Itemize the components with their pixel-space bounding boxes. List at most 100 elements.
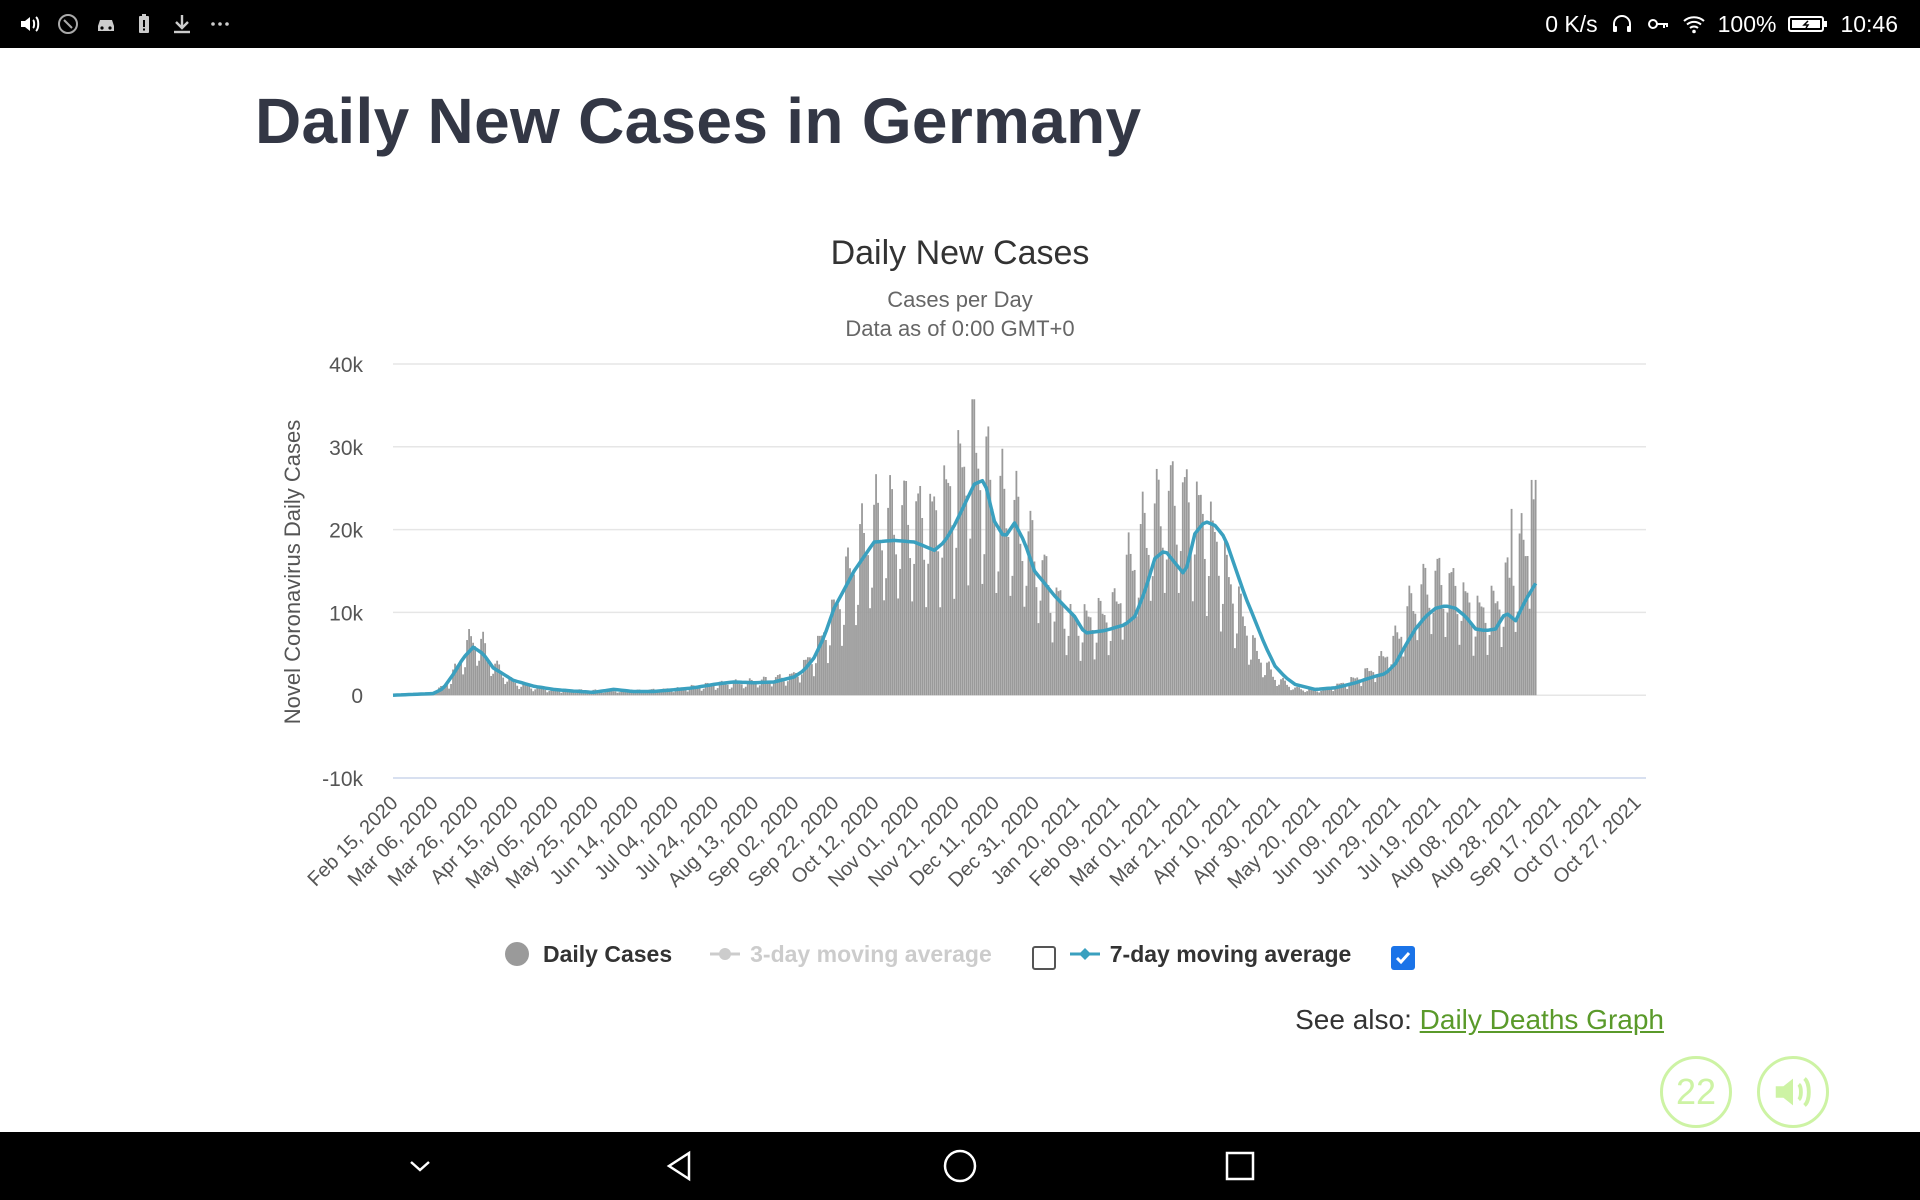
daily-cases-bar: [718, 681, 721, 696]
daily-cases-bar: [534, 689, 537, 696]
daily-cases-bar: [841, 645, 843, 696]
checkmark-icon: [1396, 952, 1411, 965]
recents-button[interactable]: [1220, 1146, 1260, 1186]
daily-cases-bar: [568, 690, 571, 696]
daily-cases-bar: [899, 568, 902, 696]
daily-cases-bar: [1081, 642, 1084, 696]
daily-cases-bar: [975, 452, 978, 696]
y-tick-label: 30k: [329, 437, 363, 460]
daily-cases-bar: [1185, 469, 1188, 696]
daily-cases-bar: [1197, 495, 1200, 696]
daily-cases-bar: [973, 399, 976, 696]
daily-cases-bar: [1476, 595, 1479, 696]
daily-cases-bar: [452, 669, 454, 696]
daily-cases-bar: [756, 687, 759, 696]
daily-cases-bar: [1410, 593, 1413, 696]
daily-cases-bar: [528, 685, 531, 696]
daily-cases-bar: [915, 501, 918, 696]
daily-cases-bar: [548, 690, 551, 696]
daily-cases-bar: [917, 493, 920, 696]
legend-daily-cases[interactable]: Daily Cases: [505, 941, 672, 968]
daily-cases-bar: [1049, 612, 1052, 696]
daily-cases-bar: [1400, 636, 1403, 696]
daily-cases-bar: [768, 682, 771, 696]
daily-cases-bar: [853, 574, 855, 696]
volume-icon: [18, 12, 42, 36]
toggle-3day-average-checkbox[interactable]: [1031, 946, 1056, 970]
daily-cases-bar: [1504, 562, 1507, 696]
home-button[interactable]: [940, 1146, 980, 1186]
sound-button[interactable]: [1757, 1056, 1829, 1128]
daily-deaths-graph-link[interactable]: Daily Deaths Graph: [1419, 1004, 1664, 1035]
daily-cases-bar: [1129, 553, 1132, 696]
daily-cases-bar: [995, 592, 998, 696]
daily-cases-bar: [1123, 622, 1126, 696]
daily-cases-bar: [732, 681, 735, 696]
daily-cases-bar: [498, 664, 501, 696]
daily-cases-bar: [680, 687, 683, 696]
daily-cases-bar: [770, 686, 773, 696]
daily-cases-bar: [1221, 603, 1224, 696]
daily-cases-bar: [1065, 655, 1068, 696]
chart-title: Daily New Cases: [831, 234, 1090, 272]
daily-cases-bar: [458, 664, 460, 696]
daily-cases-bar: [905, 481, 908, 696]
legend-3day-average[interactable]: 3-day moving average: [710, 941, 992, 968]
daily-cases-bar: [897, 598, 900, 696]
daily-cases-bar: [927, 563, 930, 696]
daily-cases-bar: [624, 689, 627, 696]
daily-cases-bar: [849, 568, 851, 696]
legend-7day-average[interactable]: 7-day moving average: [1069, 941, 1351, 968]
daily-cases-bar: [1432, 612, 1435, 696]
daily-cases-bar: [893, 534, 896, 696]
daily-cases-bar: [1326, 686, 1329, 696]
notification-count-button[interactable]: 22: [1660, 1056, 1732, 1128]
daily-cases-bar: [1486, 654, 1489, 696]
daily-cases-bar: [967, 585, 970, 696]
daily-cases-bar: [678, 687, 681, 696]
daily-cases-bar: [1087, 616, 1090, 696]
daily-cases-bar: [1093, 659, 1096, 696]
daily-cases-bar: [1095, 642, 1098, 696]
daily-cases-bar: [1157, 479, 1160, 696]
daily-cases-bar: [885, 578, 887, 696]
daily-cases-bar: [478, 660, 481, 696]
daily-cases-bar: [1466, 592, 1469, 696]
daily-cases-bar: [1386, 656, 1389, 696]
toggle-7day-average-checkbox[interactable]: [1391, 946, 1416, 970]
daily-cases-bar: [512, 679, 515, 696]
daily-cases-bar: [863, 532, 865, 696]
daily-cases-bar: [983, 554, 986, 696]
daily-cases-bar: [895, 554, 898, 696]
daily-cases-bar: [991, 508, 994, 696]
daily-cases-bar: [456, 665, 458, 696]
daily-cases-bar: [835, 607, 837, 696]
daily-cases-bar: [486, 657, 489, 696]
back-button[interactable]: [660, 1146, 700, 1186]
daily-cases-bar: [949, 486, 952, 696]
daily-cases-bar: [558, 690, 561, 696]
daily-cases-bar: [1161, 547, 1164, 696]
daily-cases-bar: [518, 689, 521, 696]
legend-3day-average-label: 3-day moving average: [750, 940, 992, 967]
daily-cases-bar: [632, 692, 635, 696]
daily-cases-bar: [1474, 636, 1477, 696]
daily-cases-bar: [1043, 554, 1046, 696]
daily-cases-bar: [999, 475, 1002, 696]
daily-cases-bar: [941, 557, 944, 696]
daily-cases-bar: [1272, 676, 1274, 696]
daily-cases-bar: [1300, 689, 1302, 696]
daily-cases-bar: [1298, 687, 1300, 696]
collapse-button[interactable]: [400, 1146, 440, 1186]
daily-cases-bar: [1362, 681, 1365, 696]
daily-cases-bar: [444, 684, 446, 696]
daily-cases-bar: [1526, 556, 1529, 696]
daily-cases-bar: [702, 688, 705, 696]
daily-cases-bar: [612, 691, 615, 696]
daily-cases-bar: [704, 682, 707, 696]
daily-cases-bar: [1310, 689, 1313, 696]
daily-cases-bar: [913, 563, 916, 696]
daily-cases-bar: [1440, 585, 1443, 696]
daily-cases-bar: [730, 687, 733, 696]
daily-cases-bar: [744, 686, 747, 696]
